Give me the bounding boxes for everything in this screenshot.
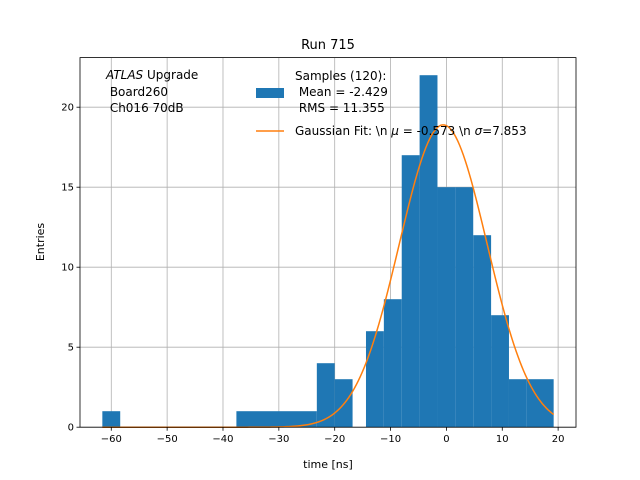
legend-histogram-line-3: RMS = 11.355 bbox=[295, 101, 385, 115]
x-axis-ticks: −60 −50 −40 −30 −20 −10 0 10 20 bbox=[101, 427, 565, 445]
x-tick-label: −40 bbox=[212, 434, 233, 445]
y-tick-label: 5 bbox=[68, 343, 74, 354]
y-axis-label: Entries bbox=[34, 223, 47, 262]
histogram-bar bbox=[473, 235, 492, 428]
x-tick-label: −60 bbox=[101, 434, 122, 445]
x-axis-label: time [ns] bbox=[303, 458, 353, 471]
annotation-upgrade: Upgrade bbox=[143, 68, 198, 82]
legend-histogram-line-2: Mean = -2.429 bbox=[295, 85, 388, 99]
x-tick-label: 0 bbox=[443, 434, 449, 445]
histogram-bar bbox=[419, 75, 438, 428]
legend-fit-label: Gaussian Fit: \n μ = -0.573 \n σ=7.853 bbox=[295, 124, 527, 138]
y-tick-label: 0 bbox=[68, 423, 74, 434]
x-tick-label: −10 bbox=[380, 434, 401, 445]
histogram-bar bbox=[316, 363, 335, 428]
legend-histogram-line-1: Samples (120): bbox=[295, 69, 386, 83]
histogram-bar bbox=[437, 187, 456, 428]
annotation: ATLAS Upgrade Board260 Ch016 70dB bbox=[105, 68, 198, 115]
histogram-bar bbox=[491, 315, 509, 428]
x-tick-label: −20 bbox=[324, 434, 345, 445]
legend-fit-sigma: σ bbox=[475, 124, 483, 138]
annotation-line-3: Ch016 70dB bbox=[106, 101, 184, 115]
legend-histogram-swatch bbox=[256, 88, 284, 98]
y-axis-ticks: 0 5 10 15 20 bbox=[61, 103, 80, 434]
y-tick-label: 10 bbox=[61, 263, 74, 274]
legend: Samples (120): Mean = -2.429 RMS = 11.35… bbox=[256, 69, 527, 138]
y-tick-label: 15 bbox=[61, 183, 74, 194]
histogram-bar bbox=[508, 379, 527, 428]
x-tick-label: −30 bbox=[268, 434, 289, 445]
legend-fit-mid: = -0.573 \n bbox=[399, 124, 475, 138]
y-tick-label: 20 bbox=[61, 103, 74, 114]
legend-fit-end: =7.853 bbox=[482, 124, 526, 138]
annotation-line-1: ATLAS Upgrade bbox=[105, 68, 198, 82]
x-tick-label: −50 bbox=[157, 434, 178, 445]
x-tick-label: 20 bbox=[552, 434, 565, 445]
histogram-bar bbox=[455, 187, 474, 428]
legend-fit-mu: μ bbox=[390, 124, 399, 138]
histogram-bar bbox=[401, 155, 420, 428]
histogram-bar bbox=[102, 411, 121, 428]
legend-fit-prefix: Gaussian Fit: \n bbox=[295, 124, 391, 138]
annotation-atlas: ATLAS bbox=[105, 68, 144, 82]
annotation-line-2: Board260 bbox=[106, 85, 168, 99]
x-tick-label: 10 bbox=[496, 434, 509, 445]
histogram-bar bbox=[365, 331, 384, 428]
plot-frame bbox=[79, 57, 577, 428]
histogram-bar bbox=[236, 411, 317, 428]
chart-title: Run 715 bbox=[301, 38, 355, 53]
histogram-bar bbox=[383, 299, 402, 428]
